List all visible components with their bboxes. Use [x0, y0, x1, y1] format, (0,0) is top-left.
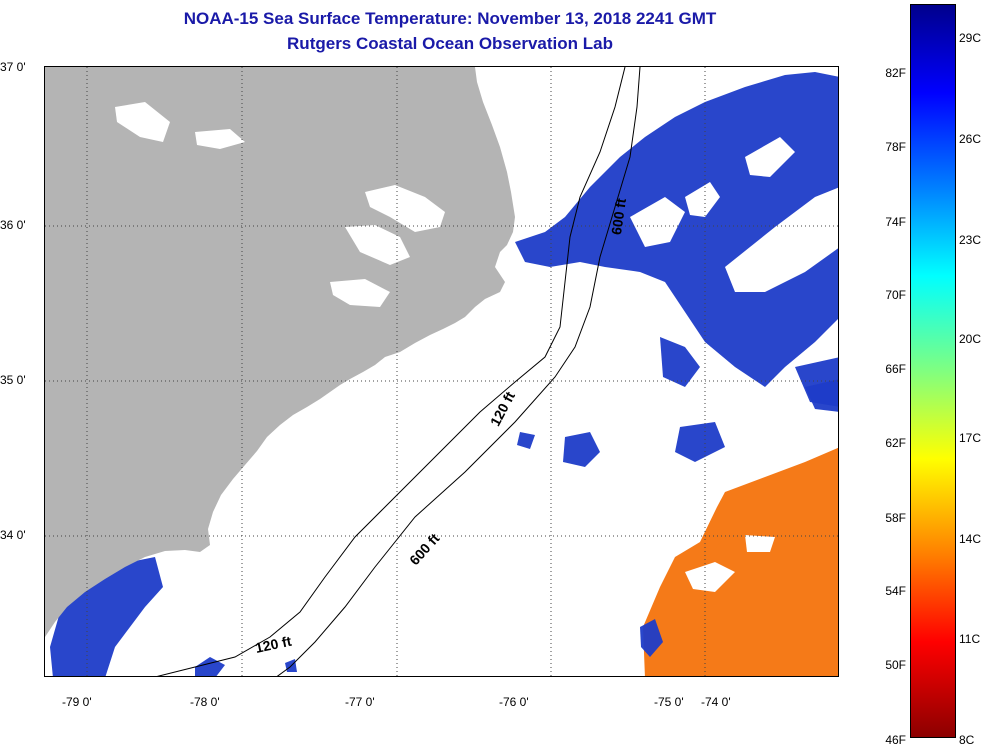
sst-map[interactable]: 120 ft 600 ft 600 ft 120 ft [44, 66, 839, 677]
lon-label-75: -75 0' [654, 695, 684, 709]
colorbar-tick-f: 78F [885, 140, 906, 154]
lat-label-35: 35 0' [0, 373, 26, 387]
isobath-lines [156, 67, 641, 676]
land-mass [45, 67, 515, 637]
colorbar-tick-f: 82F [885, 66, 906, 80]
colorbar-tick-c: 23C [959, 233, 982, 247]
colorbar-tick-c: 8C [959, 733, 975, 747]
isobath-label-120ft-north: 120 ft [487, 389, 518, 429]
lat-label-36: 36 0' [0, 218, 26, 232]
colorbar-tick-f: 66F [885, 362, 906, 376]
warm-water-region [643, 447, 838, 676]
lat-label-34: 34 0' [0, 528, 26, 542]
temperature-colorbar [910, 4, 956, 738]
colorbar-tick-f: 46F [885, 733, 906, 747]
colorbar-tick-f: 54F [885, 584, 906, 598]
lon-label-76: -76 0' [499, 695, 529, 709]
sounds-and-inlets [115, 102, 445, 307]
colorbar-tick-c: 17C [959, 431, 982, 445]
map-subtitle: Rutgers Coastal Ocean Observation Lab [287, 34, 613, 53]
graticule [45, 67, 838, 676]
lon-label-78: -78 0' [190, 695, 220, 709]
colorbar-tick-c: 14C [959, 532, 982, 546]
colorbar-tick-c: 26C [959, 132, 982, 146]
lon-label-77: -77 0' [345, 695, 375, 709]
lat-label-37: 37 0' [0, 60, 26, 74]
lon-label-74: -74 0' [701, 695, 731, 709]
cloud-mask [630, 137, 838, 592]
colorbar-tick-f: 74F [885, 215, 906, 229]
colorbar-tick-f: 58F [885, 511, 906, 525]
isobath-label-120ft-south: 120 ft [254, 633, 293, 656]
map-title: NOAA-15 Sea Surface Temperature: Novembe… [183, 9, 717, 28]
colorbar-tick-c: 20C [959, 332, 982, 346]
colorbar-tick-f: 62F [885, 436, 906, 450]
colorbar-tick-c: 29C [959, 31, 982, 45]
lon-label-79: -79 0' [62, 695, 92, 709]
colorbar-tick-c: 11C [959, 632, 981, 646]
colorbar-tick-f: 50F [885, 658, 906, 672]
colorbar-tick-f: 70F [885, 288, 906, 302]
isobath-label-600ft-north: 600 ft [608, 197, 629, 236]
